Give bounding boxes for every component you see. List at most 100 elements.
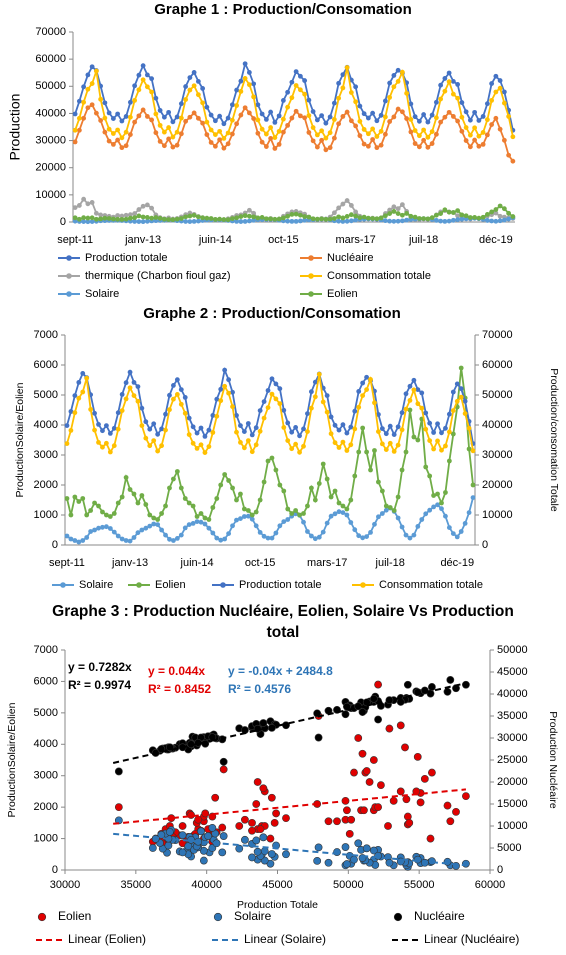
point <box>438 96 444 102</box>
point <box>92 527 97 533</box>
point <box>214 535 220 541</box>
point <box>96 525 101 531</box>
legend-label: Solaire <box>85 288 119 300</box>
point <box>210 413 216 418</box>
point <box>348 520 354 525</box>
point <box>455 81 461 87</box>
point <box>484 212 490 217</box>
point <box>81 219 87 224</box>
point <box>144 84 150 90</box>
point <box>206 444 212 449</box>
point <box>269 391 275 397</box>
point <box>234 87 240 93</box>
point <box>119 494 125 500</box>
point <box>402 795 411 804</box>
point <box>348 90 354 95</box>
point <box>123 212 129 218</box>
point <box>245 513 251 519</box>
y-tick-label: 5000 <box>34 707 58 719</box>
point <box>297 113 303 119</box>
point <box>348 218 354 224</box>
point <box>420 686 429 695</box>
point <box>289 212 295 217</box>
point <box>340 215 346 221</box>
point <box>387 423 393 429</box>
point <box>350 855 358 864</box>
point <box>135 384 141 389</box>
point <box>157 138 163 144</box>
point <box>127 538 133 544</box>
point <box>368 467 373 473</box>
point <box>340 439 346 445</box>
point <box>376 429 381 434</box>
point <box>127 369 133 375</box>
trend-line <box>113 788 467 825</box>
legend-marker <box>308 273 314 279</box>
point <box>405 818 414 827</box>
point <box>308 485 314 491</box>
point <box>458 365 464 371</box>
point <box>93 110 99 116</box>
point <box>476 143 482 149</box>
point <box>340 85 346 91</box>
point <box>313 856 322 865</box>
point <box>370 110 376 116</box>
point <box>178 387 184 392</box>
point <box>374 145 380 151</box>
point <box>157 108 163 113</box>
point <box>497 85 503 91</box>
point <box>323 147 329 153</box>
point <box>187 114 193 120</box>
y-tick-label: 40000 <box>35 107 66 119</box>
point <box>259 833 268 842</box>
point <box>395 515 401 521</box>
point <box>506 210 512 216</box>
point <box>119 408 125 413</box>
point <box>241 506 247 512</box>
point <box>119 135 125 141</box>
point <box>76 115 82 121</box>
point <box>455 208 461 214</box>
point <box>167 407 172 413</box>
point <box>131 535 137 540</box>
point <box>347 815 356 824</box>
y-tick-label: 2000 <box>34 479 58 491</box>
point <box>139 527 145 533</box>
point <box>72 538 78 543</box>
point <box>178 115 184 121</box>
point <box>93 216 99 222</box>
point <box>289 95 295 101</box>
point <box>84 535 90 540</box>
point <box>246 82 252 88</box>
point <box>132 219 138 224</box>
point <box>446 218 452 224</box>
point <box>395 79 401 84</box>
point <box>147 443 153 449</box>
point <box>115 216 121 222</box>
point <box>187 213 193 219</box>
point <box>428 683 436 691</box>
point <box>439 500 444 506</box>
point <box>374 134 380 139</box>
point <box>208 140 214 145</box>
point <box>107 449 113 455</box>
point <box>182 525 188 531</box>
point <box>89 102 95 108</box>
point <box>85 86 91 92</box>
point <box>340 72 346 78</box>
point <box>252 800 261 808</box>
point <box>281 488 287 494</box>
point <box>197 827 205 836</box>
y-tick-label: 7000 <box>34 329 58 341</box>
point <box>416 144 422 150</box>
point <box>174 377 180 383</box>
point <box>272 119 278 125</box>
point <box>368 530 373 535</box>
point <box>350 768 358 777</box>
point <box>412 128 418 133</box>
point <box>323 135 329 141</box>
point <box>310 216 316 222</box>
point <box>199 856 208 865</box>
y2-tick-label: 15000 <box>497 798 528 810</box>
point <box>312 536 318 542</box>
